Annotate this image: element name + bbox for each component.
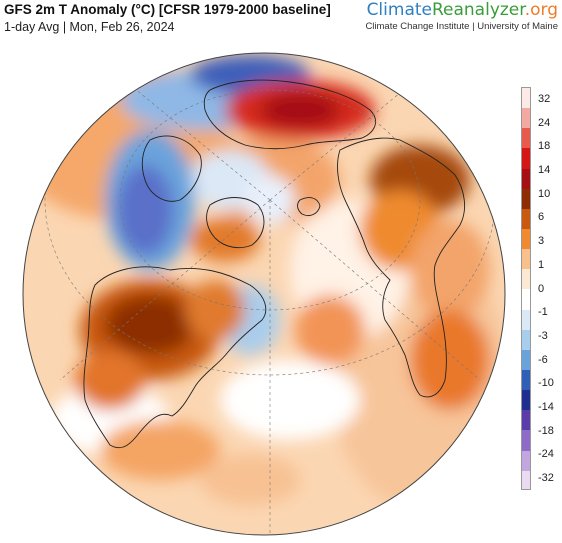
colorbar-segment [522, 430, 530, 451]
colorbar-segment [522, 269, 530, 290]
colorbar-tick-label: 18 [538, 140, 551, 153]
colorbar-segment [522, 390, 530, 411]
colorbar-tick-label: -3 [538, 329, 548, 342]
affiliation-text: Climate Change Institute | University of… [365, 21, 558, 32]
map-subtitle: 1-day Avg | Mon, Feb 26, 2024 [4, 20, 175, 34]
map-title: GFS 2m T Anomaly (°C) [CFSR 1979-2000 ba… [4, 2, 331, 17]
coastlines [83, 79, 466, 449]
colorbar-segment [522, 108, 530, 129]
anomaly-field [23, 53, 505, 535]
brand-part-org: .org [524, 0, 558, 20]
globe-outline [22, 52, 506, 536]
climate-reanalyzer-logo[interactable]: ClimateReanalyzer.org [367, 0, 558, 20]
colorbar-segment [522, 329, 530, 350]
colorbar-tick-label: -10 [538, 377, 554, 390]
colorbar-tick-label: -18 [538, 424, 554, 437]
colorbar [521, 87, 531, 490]
colorbar-segment [522, 88, 530, 109]
colorbar-tick-label: 6 [538, 211, 545, 224]
colorbar-segment [522, 309, 530, 330]
colorbar-segment [522, 188, 530, 209]
colorbar-segment [522, 289, 530, 310]
colorbar-segment [522, 450, 530, 471]
colorbar-segment [522, 208, 530, 229]
colorbar-tick-label: 24 [538, 116, 551, 129]
colorbar-segment [522, 410, 530, 431]
colorbar-tick-label: 10 [538, 187, 551, 200]
brand-part-reanalyzer: Reanalyzer [431, 0, 525, 20]
colorbar-tick-label: -32 [538, 472, 554, 485]
colorbar-tick-label: 0 [538, 282, 545, 295]
colorbar-tick-label: -24 [538, 448, 554, 461]
colorbar-tick-label: 1 [538, 258, 545, 271]
colorbar-tick-label: 32 [538, 92, 551, 105]
colorbar-segment [522, 470, 530, 489]
brand-part-climate: Climate [366, 0, 432, 20]
colorbar-labels: 32 24 18 14 10 6 3 1 0 -1 -3 -6 -10 -14 -18 -24 -32 [532, 87, 562, 490]
colorbar-tick-label: 14 [538, 163, 551, 176]
colorbar-segment [522, 349, 530, 370]
colorbar-segment [522, 168, 530, 189]
colorbar-tick-label: -14 [538, 401, 554, 414]
colorbar-segment [522, 228, 530, 250]
colorbar-tick-label: -6 [538, 353, 548, 366]
colorbar-tick-label: 3 [538, 235, 545, 248]
colorbar-segment [522, 249, 530, 270]
colorbar-segment [522, 148, 530, 169]
colorbar-segment [522, 128, 530, 149]
colorbar-tick-label: -1 [538, 306, 548, 319]
colorbar-segment [522, 369, 530, 391]
